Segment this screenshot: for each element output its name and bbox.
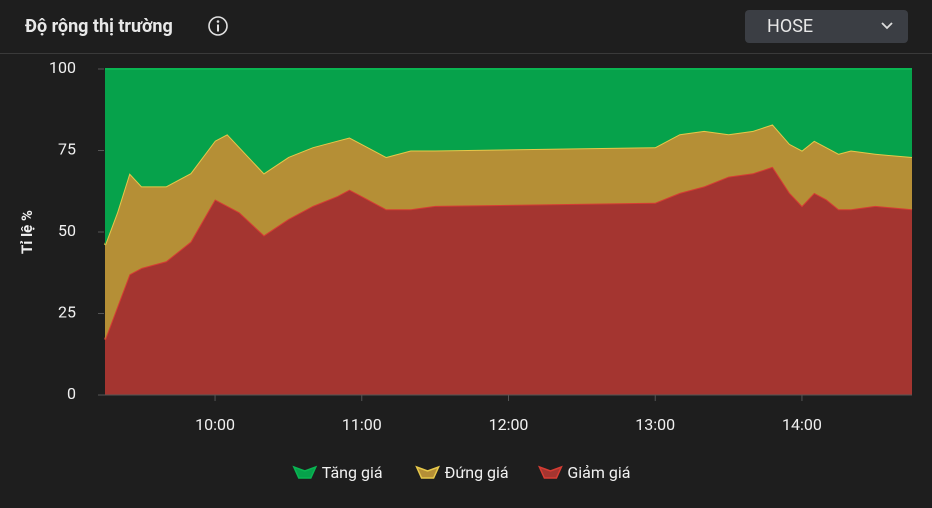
area — [105, 166, 912, 395]
y-tick-label: 25 — [58, 303, 76, 322]
x-tick-label: 13:00 — [635, 415, 675, 434]
area — [105, 69, 912, 245]
legend-icon — [415, 465, 441, 479]
info-icon[interactable] — [207, 15, 229, 37]
y-tick-label: 0 — [67, 384, 76, 403]
exchange-select[interactable]: HOSE — [745, 10, 908, 43]
legend-icon — [292, 465, 318, 479]
x-tick-label: 12:00 — [489, 415, 529, 434]
y-tick-label: 50 — [58, 221, 76, 240]
y-tick-label: 75 — [58, 140, 76, 159]
legend-label: Giảm giá — [567, 463, 630, 482]
y-tick-label: 100 — [49, 58, 76, 77]
x-tick-label: 14:00 — [782, 415, 822, 434]
legend-label: Đứng giá — [445, 463, 509, 482]
header: Độ rộng thị trường HOSE — [0, 0, 932, 54]
area — [105, 124, 912, 340]
x-tick-label: 10:00 — [195, 415, 235, 434]
legend-label: Tăng giá — [322, 463, 383, 482]
title: Độ rộng thị trường — [25, 16, 173, 37]
x-tick-label: 11:00 — [342, 415, 382, 434]
dropdown-arrow — [881, 22, 893, 30]
y-axis-label: Tỉ lệ % — [18, 210, 36, 254]
exchange-label: HOSE — [767, 16, 814, 37]
legend-icon — [537, 465, 563, 479]
